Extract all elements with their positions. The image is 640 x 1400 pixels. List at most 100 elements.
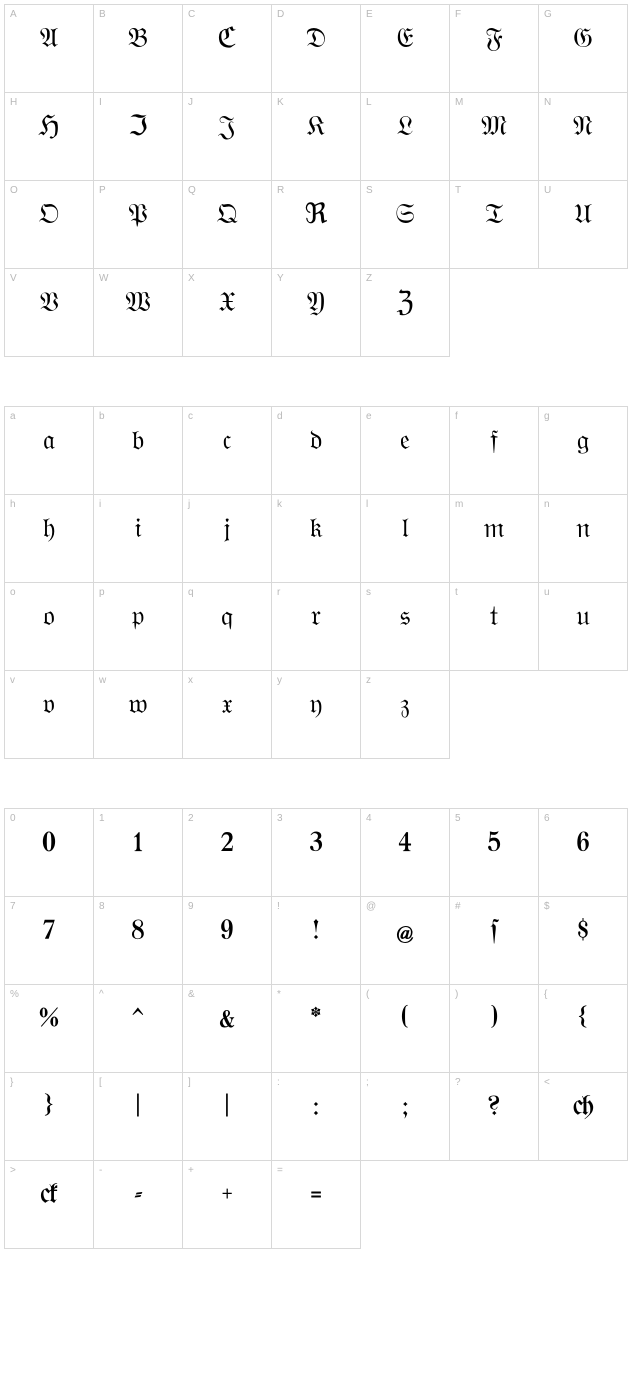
character-cell: y𝔶	[271, 670, 361, 759]
character-glyph: ℌ	[5, 115, 93, 143]
character-glyph: 𝔄	[5, 27, 93, 55]
character-key: d	[277, 411, 283, 422]
character-key: ?	[455, 1077, 461, 1088]
character-glyph: 9	[183, 919, 271, 947]
character-cell: --	[93, 1160, 183, 1249]
character-cell: A𝔄	[4, 4, 94, 93]
character-row: }}[|]|::;;??<ch	[4, 1072, 636, 1160]
character-key: C	[188, 9, 195, 20]
character-cell: !!	[271, 896, 361, 985]
character-glyph: 𝔉	[450, 27, 538, 55]
character-cell: X𝔛	[182, 268, 272, 357]
character-glyph: 𝔈	[361, 27, 449, 55]
character-cell: 88	[93, 896, 183, 985]
character-map: A𝔄B𝔅CℭD𝔇E𝔈F𝔉G𝔊HℌIℑJ𝔍K𝔎L𝔏M𝔐N𝔑O𝔒P𝔓Q𝔔RℜS𝔖T𝔗…	[4, 4, 636, 1248]
character-key: (	[366, 989, 369, 1000]
character-key: -	[99, 1165, 102, 1176]
character-key: J	[188, 97, 193, 108]
character-key: p	[99, 587, 105, 598]
character-glyph: 𝔯	[272, 605, 360, 633]
character-glyph: 1	[94, 831, 182, 859]
character-key: e	[366, 411, 372, 422]
character-glyph: )	[450, 1007, 538, 1035]
character-glyph: 7	[5, 919, 93, 947]
character-key: >	[10, 1165, 16, 1176]
character-cell: Y𝔜	[271, 268, 361, 357]
character-glyph: @	[361, 919, 449, 947]
character-key: f	[455, 411, 458, 422]
character-cell: ((	[360, 984, 450, 1073]
character-cell: f𝔣	[449, 406, 539, 495]
character-key: Q	[188, 185, 196, 196]
character-cell: 00	[4, 808, 94, 897]
character-key: #	[455, 901, 461, 912]
character-key: q	[188, 587, 194, 598]
character-key: <	[544, 1077, 550, 1088]
character-glyph: 𝔴	[94, 693, 182, 721]
character-key: l	[366, 499, 368, 510]
character-glyph: %	[5, 1007, 93, 1035]
character-row: %%^^&&**(()){{	[4, 984, 636, 1072]
character-glyph: 𝔍	[183, 115, 271, 143]
character-cell: <ch	[538, 1072, 628, 1161]
character-cell: z𝔷	[360, 670, 450, 759]
character-glyph: -	[94, 1183, 182, 1211]
character-row: 778899!!@@#ſ$$	[4, 896, 636, 984]
section-lowercase: a𝔞b𝔟c𝔠d𝔡e𝔢f𝔣g𝔤h𝔥i𝔦j𝔧k𝔨l𝔩m𝔪n𝔫o𝔬p𝔭q𝔮r𝔯s𝔰t𝔱…	[4, 406, 636, 758]
character-cell: Rℜ	[271, 180, 361, 269]
character-glyph: ℭ	[183, 27, 271, 55]
character-key: O	[10, 185, 18, 196]
character-key: a	[10, 411, 16, 422]
character-glyph: 𝔡	[272, 429, 360, 457]
character-key: E	[366, 9, 373, 20]
character-key: m	[455, 499, 463, 510]
character-cell: T𝔗	[449, 180, 539, 269]
character-key: @	[366, 901, 376, 912]
character-key: U	[544, 185, 551, 196]
character-row: o𝔬p𝔭q𝔮r𝔯s𝔰t𝔱u𝔲	[4, 582, 636, 670]
character-cell: 55	[449, 808, 539, 897]
character-key: $	[544, 901, 550, 912]
character-row: >ck--++==	[4, 1160, 636, 1248]
character-cell: $$	[538, 896, 628, 985]
character-cell: x𝔵	[182, 670, 272, 759]
character-key: [	[99, 1077, 102, 1088]
character-glyph: 𝔭	[94, 605, 182, 633]
character-key: %	[10, 989, 19, 1000]
character-glyph: (	[361, 1007, 449, 1035]
character-key: R	[277, 185, 284, 196]
character-cell: 22	[182, 808, 272, 897]
character-key: *	[277, 989, 281, 1000]
character-cell: P𝔓	[93, 180, 183, 269]
character-glyph: 𝔜	[272, 291, 360, 319]
character-cell: 77	[4, 896, 94, 985]
character-glyph: ℨ	[361, 291, 449, 319]
character-cell: {{	[538, 984, 628, 1073]
character-glyph: 𝔫	[539, 517, 627, 545]
character-glyph: ℜ	[272, 203, 360, 231]
character-glyph: {	[539, 1007, 627, 1035]
character-key: k	[277, 499, 282, 510]
character-cell: [|	[93, 1072, 183, 1161]
character-key: t	[455, 587, 458, 598]
character-glyph: 𝔏	[361, 115, 449, 143]
character-cell: l𝔩	[360, 494, 450, 583]
character-glyph: 𝔲	[539, 605, 627, 633]
character-cell: @@	[360, 896, 450, 985]
character-cell: Q𝔔	[182, 180, 272, 269]
character-cell: Hℌ	[4, 92, 94, 181]
character-key: 5	[455, 813, 461, 824]
character-key: K	[277, 97, 284, 108]
character-glyph: 𝔒	[5, 203, 93, 231]
character-cell: o𝔬	[4, 582, 94, 671]
character-row: 00112233445566	[4, 808, 636, 896]
character-cell: t𝔱	[449, 582, 539, 671]
character-key: A	[10, 9, 17, 20]
character-cell: ^^	[93, 984, 183, 1073]
character-glyph: 𝔚	[94, 291, 182, 319]
character-glyph: &	[183, 1007, 271, 1035]
character-cell: D𝔇	[271, 4, 361, 93]
character-cell: }}	[4, 1072, 94, 1161]
character-glyph: 𝔪	[450, 517, 538, 545]
section-symbols: 00112233445566778899!!@@#ſ$$%%^^&&**(())…	[4, 808, 636, 1248]
